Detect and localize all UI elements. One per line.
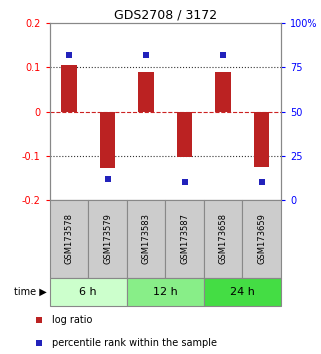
Point: [105, 176, 110, 182]
Text: GSM173587: GSM173587: [180, 213, 189, 264]
Bar: [254, 112, 269, 167]
Text: GSM173658: GSM173658: [219, 213, 228, 264]
Point: [66, 52, 72, 58]
Bar: [61, 65, 77, 112]
Point: [221, 52, 226, 58]
Point: [182, 179, 187, 185]
Bar: [127, 200, 165, 278]
Text: 6 h: 6 h: [80, 287, 97, 297]
Point: [143, 52, 149, 58]
Text: GSM173659: GSM173659: [257, 213, 266, 264]
Text: GSM173578: GSM173578: [65, 213, 74, 264]
Text: time ▶: time ▶: [14, 287, 47, 297]
Point: [36, 341, 41, 346]
Bar: [204, 200, 242, 278]
Bar: [165, 200, 204, 278]
Bar: [138, 72, 154, 112]
Bar: [215, 72, 231, 112]
Bar: [88, 200, 127, 278]
Bar: [50, 278, 127, 306]
Bar: [204, 278, 281, 306]
Bar: [242, 200, 281, 278]
Text: GSM173579: GSM173579: [103, 213, 112, 264]
Title: GDS2708 / 3172: GDS2708 / 3172: [114, 9, 217, 22]
Bar: [127, 278, 204, 306]
Text: GSM173583: GSM173583: [142, 213, 151, 264]
Text: 12 h: 12 h: [153, 287, 178, 297]
Text: percentile rank within the sample: percentile rank within the sample: [52, 338, 217, 348]
Point: [259, 179, 264, 185]
Text: 24 h: 24 h: [230, 287, 255, 297]
Bar: [100, 112, 115, 168]
Text: log ratio: log ratio: [52, 315, 92, 325]
Bar: [177, 112, 192, 157]
Point: [36, 317, 41, 322]
Bar: [50, 200, 88, 278]
